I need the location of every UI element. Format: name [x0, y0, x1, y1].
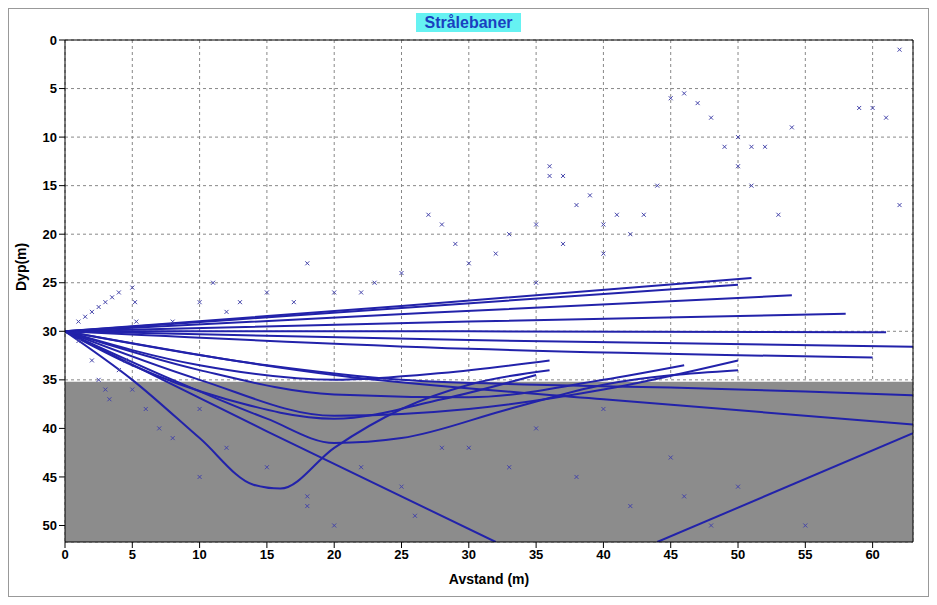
- svg-text:Avstand (m): Avstand (m): [449, 571, 529, 587]
- svg-text:15: 15: [43, 178, 57, 193]
- svg-text:40: 40: [596, 547, 610, 562]
- svg-text:45: 45: [663, 547, 677, 562]
- svg-text:50: 50: [43, 518, 57, 533]
- svg-text:60: 60: [865, 547, 879, 562]
- svg-text:10: 10: [43, 130, 57, 145]
- svg-text:10: 10: [192, 547, 206, 562]
- svg-text:25: 25: [394, 547, 408, 562]
- svg-text:30: 30: [462, 547, 476, 562]
- svg-text:55: 55: [798, 547, 812, 562]
- svg-text:30: 30: [43, 324, 57, 339]
- svg-text:20: 20: [327, 547, 341, 562]
- svg-text:35: 35: [529, 547, 543, 562]
- svg-text:50: 50: [731, 547, 745, 562]
- svg-text:5: 5: [50, 81, 57, 96]
- svg-text:5: 5: [129, 547, 136, 562]
- svg-text:45: 45: [43, 470, 57, 485]
- svg-text:20: 20: [43, 227, 57, 242]
- html-text:Strålebaner: Strålebaner: [424, 14, 513, 31]
- svg-text:25: 25: [43, 275, 57, 290]
- svg-text:40: 40: [43, 421, 57, 436]
- svg-text:Dyp(m): Dyp(m): [13, 243, 29, 291]
- svg-text:35: 35: [43, 372, 57, 387]
- svg-text:0: 0: [50, 33, 57, 48]
- svg-text:15: 15: [260, 547, 274, 562]
- svg-text:0: 0: [61, 547, 68, 562]
